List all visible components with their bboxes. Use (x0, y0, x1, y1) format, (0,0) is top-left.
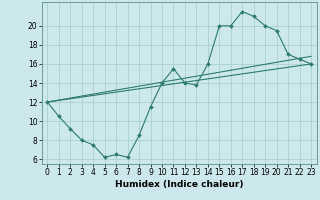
X-axis label: Humidex (Indice chaleur): Humidex (Indice chaleur) (115, 180, 244, 189)
